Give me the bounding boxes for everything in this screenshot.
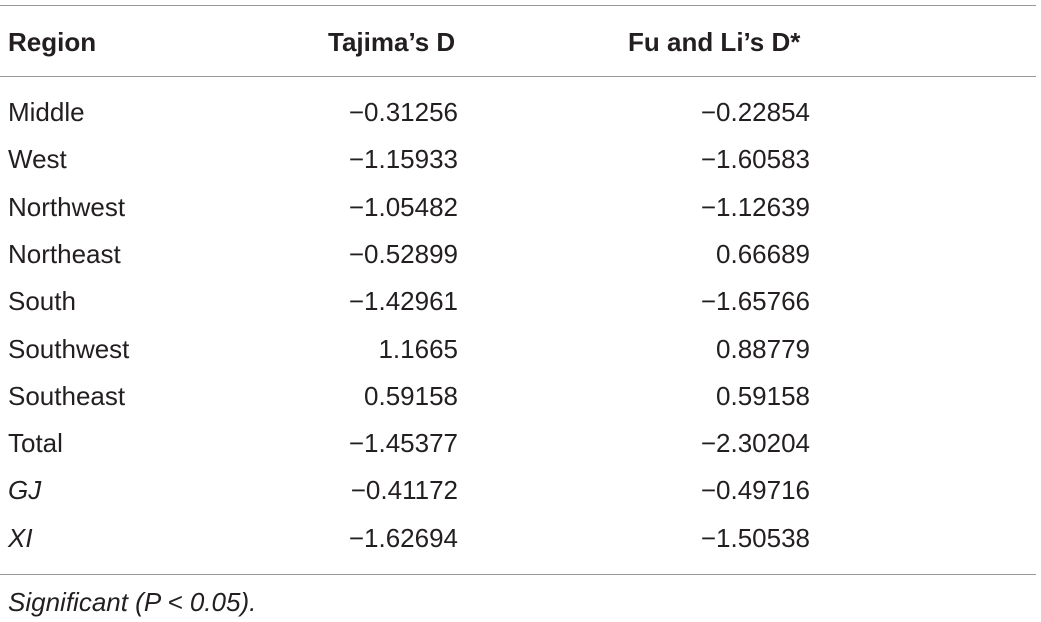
value-cell: −0.41172 bbox=[350, 475, 458, 506]
region-cell: West bbox=[8, 144, 67, 175]
value-cell: −1.62694 bbox=[348, 522, 458, 553]
region-cell: Southwest bbox=[8, 333, 130, 364]
value-cell: −1.15933 bbox=[348, 144, 458, 175]
value-cell: −0.49716 bbox=[700, 475, 810, 506]
value-cell: −1.65766 bbox=[700, 286, 810, 317]
region-cell: XI bbox=[8, 522, 33, 553]
value-cell: 0.59158 bbox=[364, 380, 458, 411]
region-cell: Northwest bbox=[8, 191, 126, 222]
value-cell: −0.31256 bbox=[348, 97, 458, 127]
value-cell: −2.30204 bbox=[700, 428, 810, 459]
top-rule bbox=[0, 5, 1036, 6]
region-cell: Southeast bbox=[8, 380, 126, 411]
region-cell: South bbox=[8, 286, 76, 317]
value-cell: 0.88779 bbox=[716, 333, 810, 364]
region-cell: GJ bbox=[8, 475, 42, 506]
value-cell: −0.22854 bbox=[700, 97, 810, 127]
footnote: Significant (P < 0.05). bbox=[8, 587, 257, 617]
bottom-rule bbox=[0, 574, 1036, 575]
value-cell: 1.1665 bbox=[378, 333, 458, 364]
region-cell: Total bbox=[8, 428, 63, 459]
value-cell: −1.60583 bbox=[700, 144, 810, 175]
region-cell: Middle bbox=[8, 97, 85, 127]
value-cell: −1.50538 bbox=[700, 522, 810, 553]
header-rule bbox=[0, 76, 1036, 77]
value-cell: −1.42961 bbox=[348, 286, 458, 317]
header-cell: Fu and Li’s D* bbox=[628, 27, 801, 57]
value-cell: −1.05482 bbox=[348, 191, 458, 222]
value-cell: −0.52899 bbox=[348, 238, 458, 269]
header-cell: Region bbox=[8, 27, 97, 57]
value-cell: 0.59158 bbox=[716, 380, 810, 411]
header-cell: Tajima’s D bbox=[328, 27, 456, 57]
value-cell: −1.12639 bbox=[700, 191, 810, 222]
value-cell: −1.45377 bbox=[348, 428, 458, 459]
region-cell: Northeast bbox=[8, 238, 121, 269]
value-cell: 0.66689 bbox=[716, 238, 810, 269]
